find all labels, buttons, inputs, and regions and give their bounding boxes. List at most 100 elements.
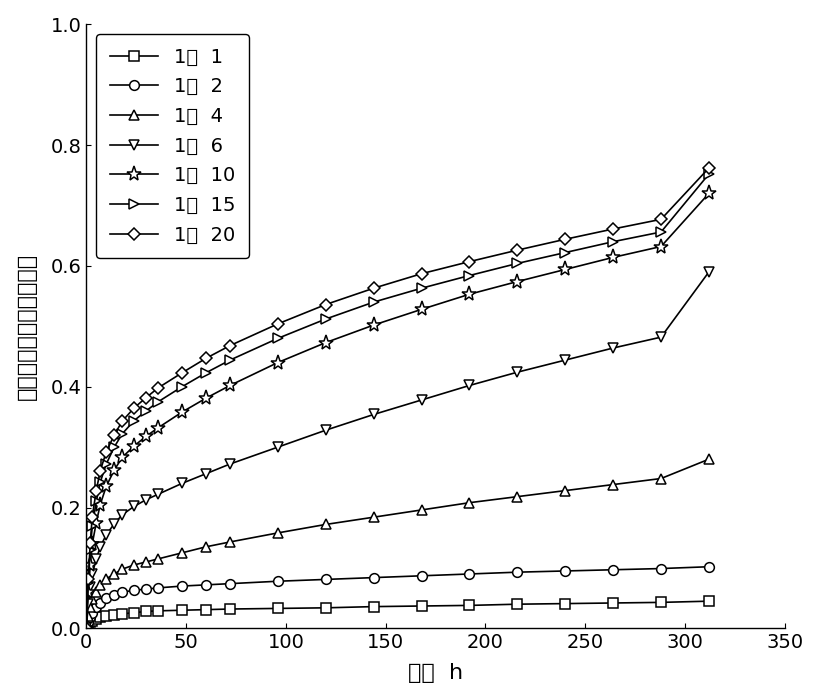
1：  10 [102,482,111,491]
1：  10 [81,624,91,633]
1：  10 [177,408,187,416]
1：  6 [177,480,187,488]
1：  6 [88,570,97,578]
1：  10 [224,382,234,390]
1：  15 [153,398,163,406]
1：  1 [559,599,569,608]
1：  15 [129,416,139,425]
1：  10 [464,290,474,298]
1：  6 [655,333,665,342]
1：  4 [369,513,378,522]
1：  20 [201,354,210,363]
1：  6 [464,382,474,390]
1：  1 [153,607,163,615]
1：  1 [512,600,522,608]
1：  6 [512,368,522,377]
1：  20 [88,512,97,521]
1：  4 [88,595,97,603]
1：  15 [273,334,283,342]
1：  10 [201,394,210,402]
1：  1 [464,601,474,610]
1：  10 [704,189,713,197]
1：  2 [109,591,119,599]
1：  1 [84,621,93,629]
1：  20 [91,486,101,495]
1：  10 [559,265,569,274]
Line: 1：  10: 1： 10 [79,186,716,636]
1：  10 [153,424,163,432]
1：  15 [117,430,127,438]
1：  15 [109,443,119,452]
Line: 1：  1: 1： 1 [81,596,713,634]
1：  2 [512,568,522,576]
1：  1 [320,603,330,612]
1：  10 [655,242,665,251]
1：  10 [273,358,283,367]
1：  15 [512,259,522,267]
1：  20 [320,300,330,309]
1：  2 [84,618,93,626]
Y-axis label: 高锰酸钾累积释放百分数: 高锰酸钾累积释放百分数 [16,253,37,400]
1：  15 [84,579,93,587]
1：  1 [117,610,127,618]
1：  2 [95,598,105,607]
1：  10 [141,432,151,440]
Line: 1：  2: 1： 2 [81,562,713,634]
1：  4 [559,486,569,495]
1：  2 [102,594,111,603]
1：  6 [129,502,139,510]
1：  1 [95,613,105,622]
1：  20 [608,225,618,233]
1：  2 [608,566,618,574]
1：  1 [224,605,234,613]
1：  20 [559,235,569,244]
1：  10 [95,500,105,509]
1：  1 [102,612,111,620]
1：  15 [320,315,330,323]
1：  20 [224,342,234,350]
1：  10 [416,305,426,314]
1：  10 [129,442,139,450]
1：  1 [109,611,119,620]
1：  15 [224,356,234,364]
1：  4 [273,528,283,537]
1：  2 [655,564,665,573]
1：  2 [141,585,151,594]
1：  1 [416,602,426,610]
1：  15 [95,478,105,486]
1：  20 [512,246,522,254]
1：  6 [84,600,93,608]
1：  6 [95,542,105,551]
1：  6 [559,356,569,364]
1：  2 [85,613,95,622]
1：  4 [141,558,151,566]
1：  4 [109,570,119,578]
1：  1 [88,617,97,625]
1：  15 [91,497,101,505]
1：  2 [320,575,330,584]
1：  1 [704,597,713,606]
1：  20 [704,164,713,172]
1：  1 [85,618,95,626]
1：  1 [608,598,618,607]
1：  15 [102,460,111,468]
1：  10 [512,277,522,286]
1：  1 [655,598,665,607]
1：  1 [201,606,210,614]
1：  2 [117,588,127,596]
1：  10 [608,253,618,262]
1：  20 [416,270,426,278]
1：  6 [704,267,713,276]
1：  4 [129,561,139,569]
1：  4 [655,475,665,483]
1：  20 [153,384,163,392]
1：  6 [109,519,119,528]
1：  4 [102,575,111,583]
Line: 1：  20: 1： 20 [82,164,713,633]
1：  15 [704,170,713,178]
1：  15 [655,228,665,236]
1：  6 [224,460,234,468]
1：  4 [117,565,127,573]
1：  4 [608,480,618,489]
1：  4 [153,554,163,563]
